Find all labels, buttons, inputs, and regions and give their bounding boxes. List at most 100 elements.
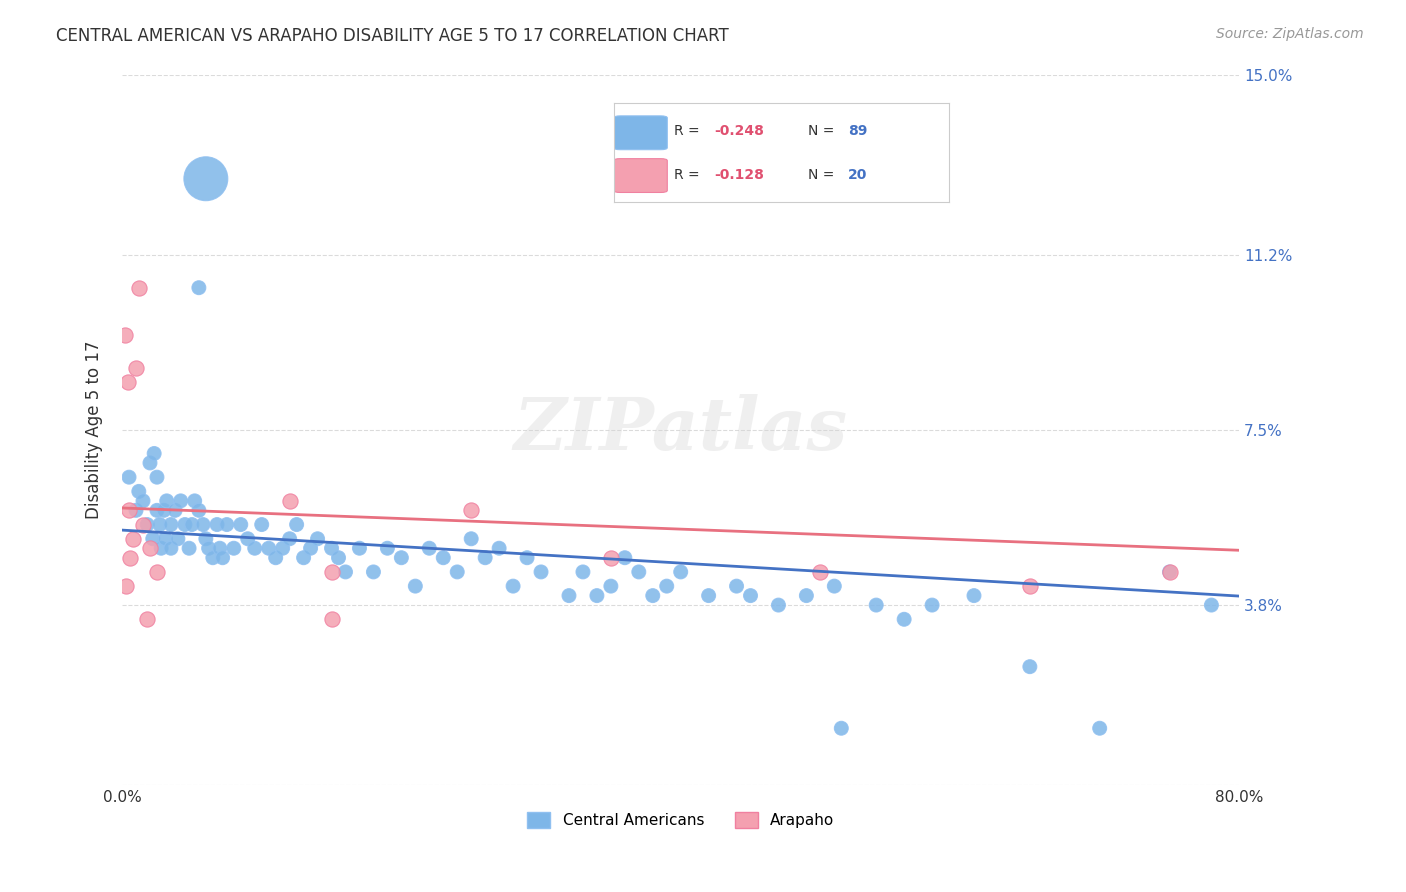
Point — [1159, 565, 1181, 579]
Point — [335, 565, 357, 579]
Point — [153, 503, 176, 517]
Point — [474, 550, 496, 565]
Point — [194, 532, 217, 546]
Point — [174, 517, 197, 532]
Point — [146, 565, 169, 579]
Point — [118, 503, 141, 517]
Point — [183, 494, 205, 508]
Point — [125, 361, 148, 376]
Point — [128, 484, 150, 499]
Point — [278, 494, 301, 508]
Point — [865, 598, 887, 612]
Point — [613, 550, 636, 565]
Point — [1088, 721, 1111, 735]
Legend: Central Americans, Arapaho: Central Americans, Arapaho — [522, 806, 841, 834]
Point — [586, 589, 609, 603]
Point — [740, 589, 762, 603]
Point — [830, 721, 852, 735]
Point — [211, 550, 233, 565]
Point — [404, 579, 426, 593]
Point — [197, 541, 219, 556]
Point — [1018, 659, 1040, 673]
Point — [572, 565, 595, 579]
Point — [222, 541, 245, 556]
Point — [516, 550, 538, 565]
Point — [669, 565, 692, 579]
Point — [250, 517, 273, 532]
Point — [155, 532, 177, 546]
Point — [114, 328, 136, 343]
Point — [201, 550, 224, 565]
Point — [236, 532, 259, 546]
Text: ZIPatlas: ZIPatlas — [513, 394, 848, 466]
Point — [120, 550, 142, 565]
Point — [125, 503, 148, 517]
Point — [893, 612, 915, 626]
Point — [146, 503, 169, 517]
Point — [1018, 579, 1040, 593]
Point — [558, 589, 581, 603]
Point — [118, 470, 141, 484]
Point — [1159, 565, 1181, 579]
Point — [257, 541, 280, 556]
Point — [243, 541, 266, 556]
Point — [321, 612, 343, 626]
Point — [349, 541, 371, 556]
Point — [446, 565, 468, 579]
Point — [128, 281, 150, 295]
Point — [117, 376, 139, 390]
Point — [194, 171, 217, 186]
Point — [136, 517, 159, 532]
Point — [139, 456, 162, 470]
Point — [215, 517, 238, 532]
Point — [418, 541, 440, 556]
Point — [132, 517, 155, 532]
Point — [191, 517, 214, 532]
Y-axis label: Disability Age 5 to 17: Disability Age 5 to 17 — [86, 341, 103, 519]
Point — [292, 550, 315, 565]
Point — [599, 579, 621, 593]
Point — [271, 541, 294, 556]
Point — [146, 470, 169, 484]
Point — [264, 550, 287, 565]
Point — [229, 517, 252, 532]
Point — [160, 517, 183, 532]
Point — [143, 446, 166, 460]
Point — [167, 532, 190, 546]
Point — [1201, 598, 1223, 612]
Point — [488, 541, 510, 556]
Point — [460, 532, 482, 546]
Point — [180, 517, 202, 532]
Point — [132, 494, 155, 508]
Point — [796, 589, 818, 603]
Point — [149, 517, 172, 532]
Point — [205, 517, 228, 532]
Point — [321, 541, 343, 556]
Point — [142, 532, 165, 546]
Point — [160, 541, 183, 556]
Point — [377, 541, 399, 556]
Point — [432, 550, 454, 565]
Point — [808, 565, 831, 579]
Point — [363, 565, 385, 579]
Point — [187, 281, 209, 295]
Point — [122, 532, 145, 546]
Point — [389, 550, 412, 565]
Point — [328, 550, 350, 565]
Point — [725, 579, 748, 593]
Point — [321, 565, 343, 579]
Point — [299, 541, 322, 556]
Point — [502, 579, 524, 593]
Point — [530, 565, 553, 579]
Point — [460, 503, 482, 517]
Point — [921, 598, 943, 612]
Point — [963, 589, 986, 603]
Point — [170, 494, 193, 508]
Point — [150, 541, 173, 556]
Point — [115, 579, 138, 593]
Point — [307, 532, 329, 546]
Point — [177, 541, 200, 556]
Point — [165, 503, 187, 517]
Point — [156, 494, 179, 508]
Point — [187, 503, 209, 517]
